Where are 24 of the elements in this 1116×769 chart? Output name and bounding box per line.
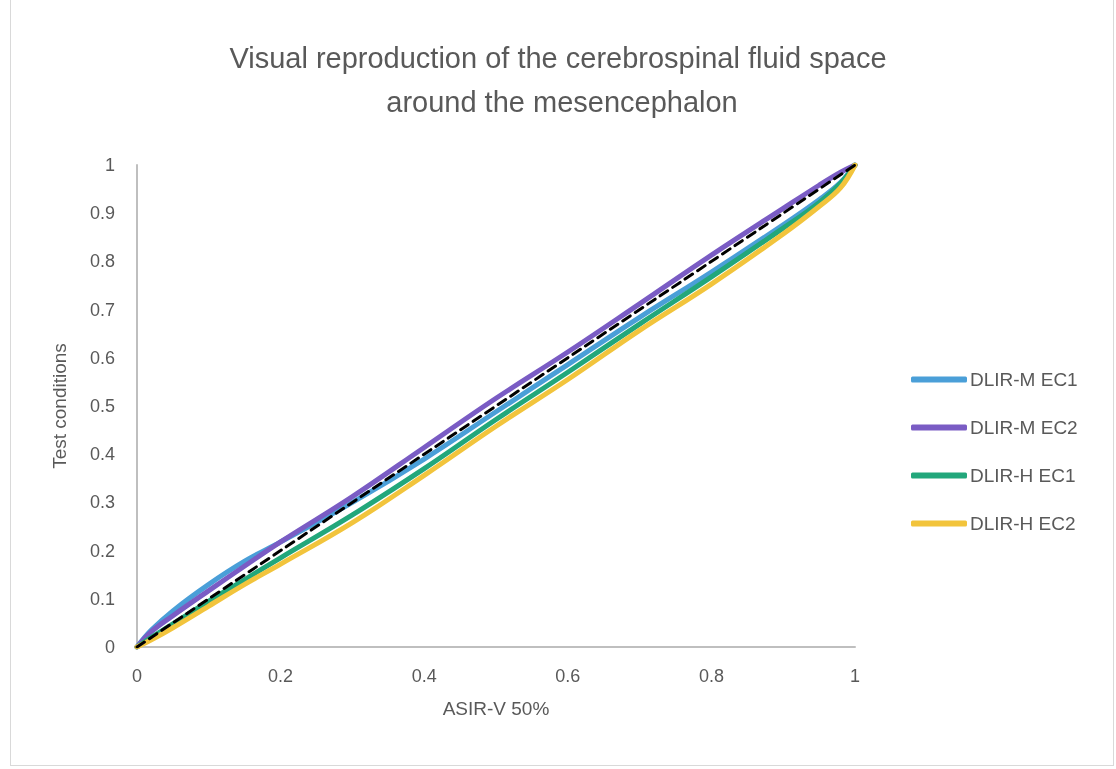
- y-tick-label: 0.7: [89, 299, 115, 320]
- y-tick-label: 0.9: [89, 203, 115, 224]
- chart-title: Visual reproduction of the cerebrospinal fluid space around the mesencephalon: [229, 42, 895, 118]
- y-tick-label: 0.3: [89, 492, 115, 513]
- x-tick-label: 1: [849, 666, 861, 686]
- y-axis-title: Test conditions: [49, 343, 70, 469]
- x-tick-label: 0: [131, 666, 143, 686]
- legend-label: DLIR-H EC2: [970, 513, 1076, 534]
- x-tick-label: 0.8: [698, 666, 724, 686]
- y-tick-label: 0.5: [89, 396, 115, 416]
- x-tick-label: 0.2: [268, 666, 294, 686]
- x-tick-label: 0.4: [411, 666, 437, 686]
- legend-label: DLIR-M EC2: [970, 417, 1078, 438]
- y-tick-label: 0: [104, 637, 115, 657]
- legend-label: DLIR-M EC1: [970, 369, 1078, 390]
- y-tick-label: 0.2: [89, 540, 115, 561]
- x-axis-title: ASIR-V 50%: [442, 698, 550, 719]
- legend-label: DLIR-H EC1: [970, 465, 1076, 486]
- y-tick-label: 0.8: [89, 251, 115, 272]
- y-tick-label: 1: [104, 155, 115, 175]
- x-tick-label: 0.6: [555, 666, 581, 686]
- y-tick-label: 0.4: [89, 444, 115, 465]
- y-tick-label: 0.1: [89, 588, 115, 609]
- y-tick-label: 0.6: [89, 347, 115, 368]
